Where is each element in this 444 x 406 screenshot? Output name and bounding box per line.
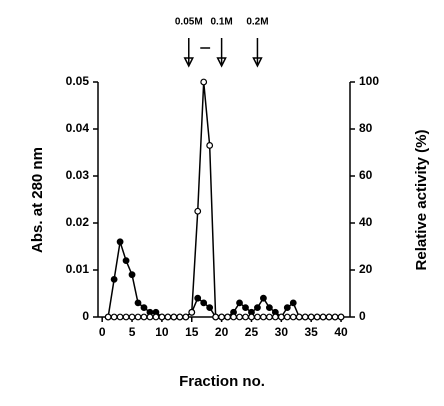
y2-tick-label: 20 — [359, 262, 373, 276]
data-point — [206, 304, 214, 312]
data-point — [265, 313, 273, 321]
data-point — [206, 142, 214, 149]
y-tick-label: 0.04 — [66, 121, 90, 135]
data-point — [307, 313, 315, 321]
x-axis-label: Fraction no. — [179, 373, 265, 390]
data-point — [242, 313, 249, 321]
data-point — [122, 313, 130, 321]
annotation-arrowhead — [252, 57, 263, 68]
data-point — [158, 313, 166, 321]
data-point — [194, 294, 202, 302]
x-tick-label: 30 — [275, 325, 289, 339]
y2-tick-label: 100 — [359, 74, 379, 88]
data-point — [254, 313, 261, 321]
data-point — [331, 313, 339, 321]
data-point — [301, 313, 309, 321]
data-point — [200, 299, 208, 307]
data-point — [283, 304, 291, 312]
x-tick-label: 5 — [129, 325, 136, 339]
data-point — [176, 313, 184, 321]
data-point — [265, 304, 273, 312]
data-point — [134, 313, 142, 321]
data-point — [260, 313, 267, 321]
data-point — [188, 308, 196, 316]
data-point — [140, 304, 148, 312]
data-point — [212, 313, 220, 321]
data-point — [110, 276, 118, 283]
data-point — [230, 313, 237, 321]
y2-tick-label: 40 — [359, 215, 373, 229]
x-tick-label: 25 — [245, 325, 259, 339]
data-point — [110, 313, 118, 321]
y2-tick-label: 0 — [359, 309, 366, 323]
x-tick-label: 40 — [334, 325, 348, 339]
data-point — [236, 313, 243, 321]
x-tick-label: 10 — [155, 325, 169, 339]
data-point — [313, 313, 321, 321]
data-point — [277, 313, 285, 321]
annotation-label: 0.1M — [210, 17, 232, 28]
data-point — [260, 294, 267, 302]
data-point — [248, 313, 255, 321]
data-point — [116, 238, 124, 246]
data-point — [122, 257, 130, 265]
data-point — [289, 313, 297, 321]
y2-tick-label: 80 — [359, 121, 373, 135]
annotation-arrowhead — [183, 57, 194, 68]
data-point — [104, 313, 112, 321]
data-point — [224, 313, 231, 321]
y2-axis-label: Relative activity (%) — [413, 130, 430, 271]
y-tick-label: 0.02 — [66, 215, 90, 229]
annotation-label: 0.2M — [246, 17, 268, 28]
data-point — [116, 313, 124, 321]
data-point — [152, 313, 160, 321]
y-tick-label: 0.05 — [66, 74, 90, 88]
x-tick-label: 20 — [215, 325, 229, 339]
data-point — [325, 313, 333, 321]
data-point — [128, 313, 136, 321]
annotation-arrowhead — [216, 57, 227, 68]
data-point — [146, 313, 154, 321]
data-point — [289, 299, 297, 307]
data-point — [319, 313, 327, 321]
data-point — [182, 313, 190, 321]
data-point — [254, 304, 261, 312]
y-axis-label: Abs. at 280 nm — [29, 147, 46, 253]
data-point — [164, 313, 172, 321]
x-tick-label: 35 — [305, 325, 319, 339]
data-point — [134, 299, 142, 307]
data-point — [194, 207, 202, 215]
x-tick-label: 0 — [99, 325, 106, 339]
data-point — [170, 313, 178, 321]
data-point — [200, 78, 208, 86]
data-point — [242, 304, 249, 312]
data-point — [128, 271, 136, 279]
x-tick-label: 15 — [185, 325, 199, 339]
y2-tick-label: 60 — [359, 168, 373, 182]
annotation-label: 0.05M — [175, 17, 203, 28]
data-point — [337, 313, 345, 321]
series-line — [108, 81, 342, 318]
data-point — [140, 313, 148, 321]
data-point — [283, 313, 291, 321]
data-point — [236, 299, 243, 307]
y-tick-label: 0.01 — [66, 262, 90, 276]
y-tick-label: 0.03 — [66, 168, 90, 182]
data-point — [295, 313, 303, 321]
data-point — [218, 313, 226, 321]
data-point — [271, 313, 279, 321]
y-tick-label: 0 — [82, 309, 89, 323]
